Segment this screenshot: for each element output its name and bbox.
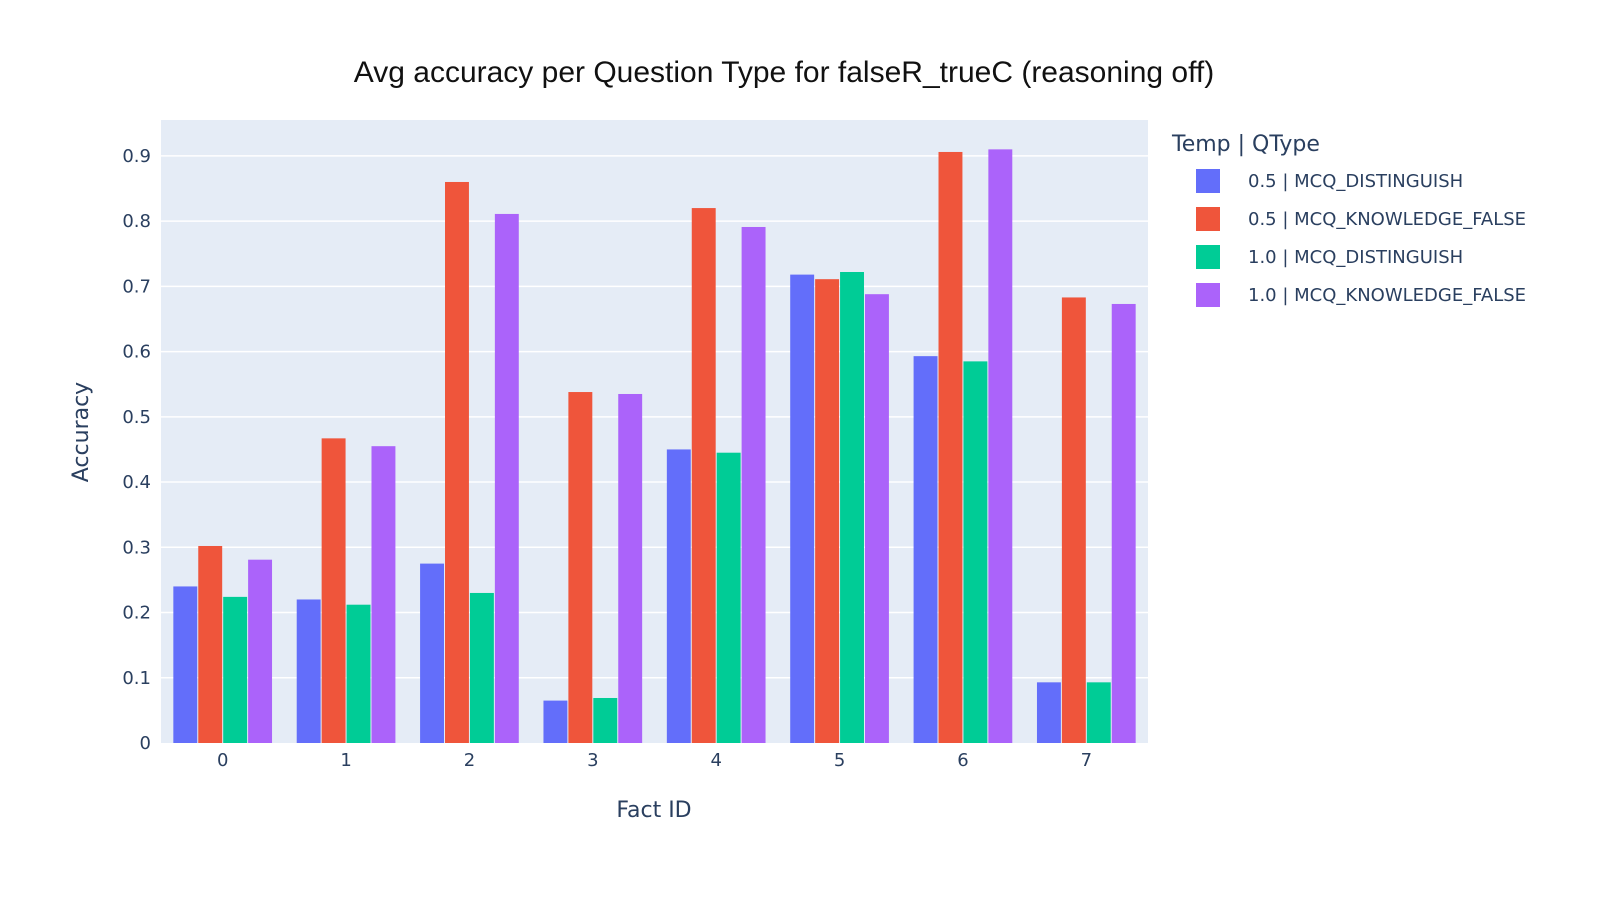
x-tick-label: 6 [957, 750, 968, 771]
bar [666, 449, 691, 743]
bar [913, 356, 938, 743]
y-tick-label: 0.4 [122, 472, 151, 493]
x-tick-label: 1 [340, 750, 351, 771]
legend-label: 1.0 | MCQ_DISTINGUISH [1248, 247, 1463, 268]
y-tick-label: 0.8 [122, 211, 151, 232]
bar [1036, 682, 1061, 743]
bar [840, 271, 864, 743]
x-tick-label: 4 [710, 750, 721, 771]
bar [815, 279, 840, 743]
legend-title: Temp | QType [1171, 132, 1320, 157]
bar [716, 452, 741, 743]
bar [321, 438, 346, 743]
bar [494, 213, 519, 743]
bar [198, 545, 223, 743]
y-tick-label: 0.2 [122, 603, 151, 624]
bar [223, 596, 248, 743]
x-axis-title: Fact ID [616, 798, 691, 823]
bar [988, 149, 1013, 743]
legend-swatch [1196, 245, 1220, 269]
x-tick-label: 0 [217, 750, 228, 771]
legend-swatch [1196, 169, 1220, 193]
bar [741, 226, 766, 743]
bar [691, 208, 716, 744]
bar [543, 700, 568, 743]
y-tick-label: 0 [140, 733, 151, 754]
legend-swatch [1196, 207, 1220, 231]
bar [248, 559, 273, 743]
x-tick-label: 3 [587, 750, 598, 771]
chart-title: Avg accuracy per Question Type for false… [354, 56, 1214, 89]
y-tick-label: 0.9 [122, 146, 151, 167]
legend-label: 0.5 | MCQ_KNOWLEDGE_FALSE [1248, 209, 1526, 230]
y-tick-label: 0.7 [122, 276, 151, 297]
y-axis-ticks: 0 0.1 0.2 0.3 0.4 0.5 0.6 0.7 0.8 0.9 [122, 146, 151, 754]
legend-items: 0.5 | MCQ_DISTINGUISH 0.5 | MCQ_KNOWLEDGE… [1196, 169, 1526, 307]
bar [1061, 297, 1086, 743]
bar [469, 592, 494, 743]
bar [618, 393, 643, 743]
bars-group [173, 149, 1136, 744]
y-axis-title: Accuracy [69, 382, 94, 482]
bar [593, 697, 618, 743]
y-tick-label: 0.3 [122, 537, 151, 558]
bar [445, 181, 469, 743]
y-tick-label: 0.6 [122, 342, 151, 363]
bar [963, 361, 988, 743]
bar [420, 563, 445, 743]
bar [1086, 682, 1111, 743]
bar [173, 586, 198, 743]
x-tick-label: 5 [834, 750, 845, 771]
bar [371, 446, 396, 743]
bar [938, 151, 963, 743]
bar [790, 274, 815, 743]
legend-label: 1.0 | MCQ_KNOWLEDGE_FALSE [1248, 285, 1526, 306]
legend-swatch [1196, 283, 1220, 307]
bar [296, 599, 321, 743]
y-tick-label: 0.1 [122, 668, 151, 689]
bar [568, 392, 593, 743]
y-tick-label: 0.5 [122, 407, 151, 428]
x-axis-ticks: 0 1 2 3 4 5 6 7 [217, 750, 1092, 771]
bar [864, 294, 889, 743]
legend-label: 0.5 | MCQ_DISTINGUISH [1248, 171, 1463, 192]
bar [346, 604, 371, 743]
x-tick-label: 2 [464, 750, 475, 771]
bar [1111, 303, 1136, 743]
x-tick-label: 7 [1081, 750, 1092, 771]
